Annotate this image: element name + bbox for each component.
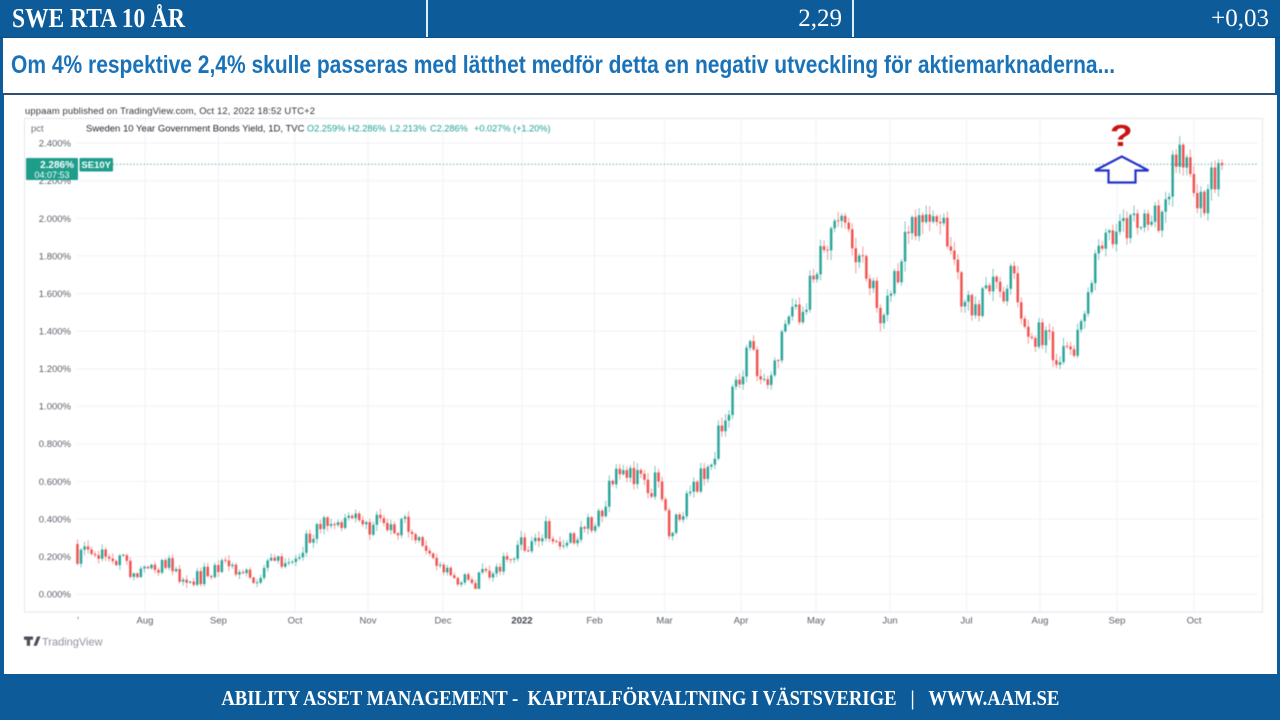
svg-text:O2.259%: O2.259% (307, 123, 345, 133)
svg-text:Oct: Oct (1187, 615, 1202, 626)
svg-text:Jul: Jul (960, 615, 972, 626)
svg-text:1.200%: 1.200% (39, 364, 72, 375)
svg-text:0.600%: 0.600% (39, 477, 72, 488)
svg-text:Aug: Aug (137, 615, 154, 626)
svg-text:Sep: Sep (210, 615, 227, 626)
svg-text:Jun: Jun (882, 615, 897, 626)
svg-text:Sep: Sep (1109, 615, 1126, 626)
svg-text:0.800%: 0.800% (39, 439, 72, 450)
svg-text:?: ? (1110, 119, 1133, 153)
svg-text:H2.286%: H2.286% (348, 123, 386, 133)
svg-text:Mar: Mar (656, 615, 672, 626)
svg-text:2.200%: 2.200% (39, 176, 72, 187)
svg-text:Nov: Nov (360, 615, 377, 626)
svg-text:L2.213%: L2.213% (390, 123, 426, 133)
svg-text:Dec: Dec (435, 615, 452, 626)
svg-text:1.000%: 1.000% (39, 402, 72, 413)
svg-text:2.286%: 2.286% (40, 160, 74, 171)
svg-text:Oct: Oct (288, 615, 303, 626)
svg-text:pct: pct (31, 123, 44, 134)
svg-text:’: ’ (77, 615, 79, 626)
svg-text:Aug: Aug (1032, 615, 1049, 626)
svg-text:TradingView: TradingView (42, 636, 103, 648)
svg-text:0.200%: 0.200% (39, 552, 72, 563)
svg-text:04:07:53: 04:07:53 (34, 170, 69, 180)
svg-text:+0.027% (+1.20%): +0.027% (+1.20%) (474, 123, 551, 133)
svg-text:SE10Y: SE10Y (81, 160, 111, 171)
svg-text:1.600%: 1.600% (39, 289, 72, 300)
svg-text:1.800%: 1.800% (39, 251, 72, 262)
svg-text:2022: 2022 (511, 615, 532, 626)
svg-text:uppaam published on TradingVie: uppaam published on TradingView.com, Oct… (25, 105, 315, 116)
svg-text:C2.286%: C2.286% (430, 123, 468, 133)
svg-text:2.400%: 2.400% (39, 138, 72, 149)
svg-text:2.000%: 2.000% (39, 214, 72, 225)
svg-text:0.400%: 0.400% (39, 514, 72, 525)
svg-text:Feb: Feb (586, 615, 602, 626)
svg-text:May: May (807, 615, 825, 626)
svg-text:Sweden 10 Year Government Bond: Sweden 10 Year Government Bonds Yield, 1… (86, 123, 305, 134)
svg-text:Apr: Apr (734, 615, 749, 626)
svg-text:1.400%: 1.400% (39, 326, 72, 337)
svg-text:0.000%: 0.000% (39, 589, 72, 600)
